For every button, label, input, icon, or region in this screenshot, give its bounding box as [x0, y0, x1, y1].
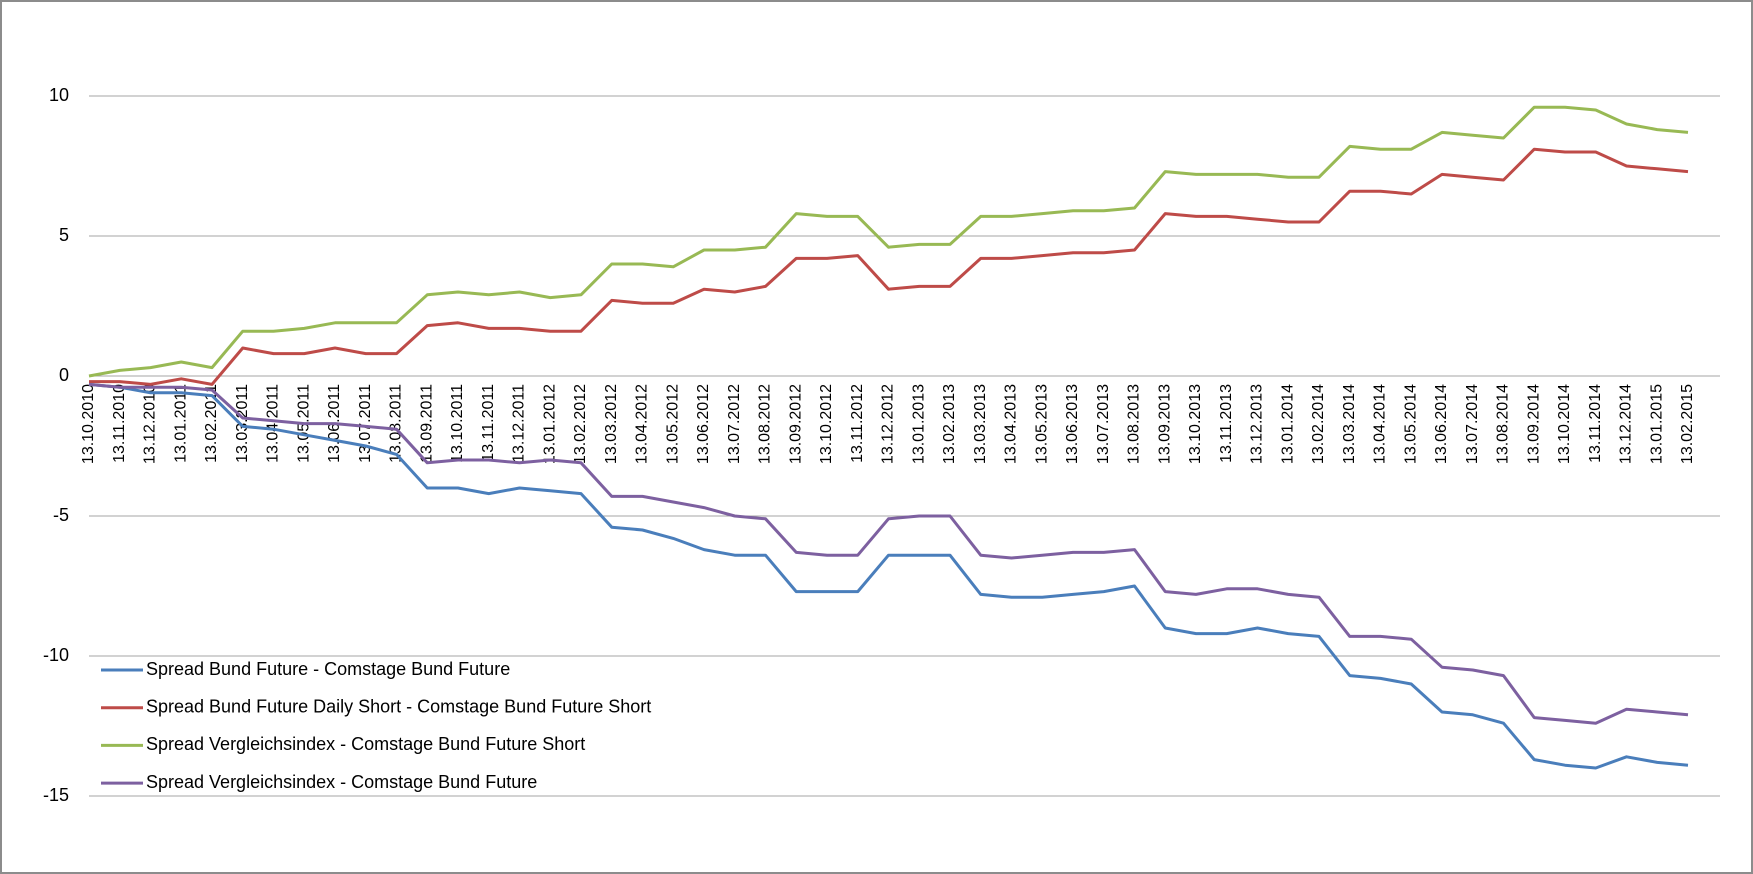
x-tick-label: 13.08.2011	[388, 384, 405, 463]
y-tick-label: -10	[43, 645, 69, 665]
series-line	[89, 147, 1689, 386]
x-tick-label: 13.09.2011	[418, 384, 435, 463]
x-tick-label: 13.12.2014	[1618, 384, 1635, 464]
x-tick-label: 13.07.2011	[357, 384, 374, 463]
x-tick-label: 13.12.2010	[142, 384, 159, 464]
x-tick-label: 13.12.2013	[1249, 384, 1266, 464]
x-tick-label: 13.01.2014	[1279, 384, 1296, 464]
x-tick-label: 13.07.2012	[726, 384, 743, 464]
x-tick-label: 13.04.2013	[1003, 384, 1020, 464]
x-tick-label: 13.10.2010	[80, 384, 97, 464]
x-tick-label: 13.11.2013	[1218, 384, 1235, 463]
x-tick-label: 13.03.2014	[1341, 384, 1358, 464]
x-tick-label: 13.10.2013	[1187, 384, 1204, 464]
legend-label: Spread Vergleichsindex - Comstage Bund F…	[146, 734, 585, 754]
x-tick-label: 13.09.2013	[1156, 384, 1173, 464]
x-tick-label: 13.08.2014	[1495, 384, 1512, 464]
x-tick-label: 13.09.2014	[1525, 384, 1542, 464]
x-tick-label: 13.01.2012	[541, 384, 558, 464]
y-tick-label: -15	[43, 785, 69, 805]
x-tick-label: 13.01.2011	[172, 384, 189, 463]
x-tick-label: 13.04.2012	[634, 384, 651, 464]
y-tick-label: 0	[59, 365, 69, 385]
x-tick-label: 13.03.2013	[972, 384, 989, 464]
x-tick-label: 13.04.2014	[1372, 384, 1389, 464]
y-tick-label: 5	[59, 225, 69, 245]
x-tick-label: 13.10.2014	[1556, 384, 1573, 464]
x-tick-label: 13.10.2012	[818, 384, 835, 464]
y-tick-label: -5	[53, 505, 69, 525]
x-tick-label: 13.03.2012	[603, 384, 620, 464]
x-tick-label: 13.01.2015	[1648, 384, 1665, 464]
x-tick-label: 13.07.2014	[1464, 384, 1481, 464]
x-tick-label: 13.04.2011	[265, 384, 282, 463]
y-tick-label: 10	[49, 85, 69, 105]
x-tick-label: 13.12.2012	[880, 384, 897, 464]
x-tick-label: 13.06.2012	[695, 384, 712, 464]
x-tick-label: 13.02.2013	[941, 384, 958, 464]
x-tick-label: 13.11.2014	[1587, 384, 1604, 463]
x-tick-label: 13.07.2013	[1095, 384, 1112, 464]
x-tick-label: 13.02.2011	[203, 384, 220, 463]
series-line	[88, 382, 1689, 725]
x-tick-label: 13.08.2012	[757, 384, 774, 464]
legend-label: Spread Bund Future - Comstage Bund Futur…	[146, 659, 510, 679]
x-tick-label: 13.11.2010	[111, 384, 128, 463]
x-tick-label: 13.10.2011	[449, 384, 466, 463]
series-line	[88, 105, 1689, 378]
x-tick-label: 13.11.2012	[849, 384, 866, 463]
x-tick-label: 13.08.2013	[1126, 384, 1143, 464]
x-tick-label: 13.05.2012	[664, 384, 681, 464]
x-tick-label: 13.06.2013	[1064, 384, 1081, 464]
x-tick-label: 13.06.2014	[1433, 384, 1450, 464]
x-tick-label: 13.02.2014	[1310, 384, 1327, 464]
x-tick-label: 13.01.2013	[910, 384, 927, 464]
x-tick-label: 13.12.2011	[511, 384, 528, 463]
series-line	[88, 382, 1689, 770]
x-tick-label: 13.05.2013	[1033, 384, 1050, 464]
x-tick-label: 13.05.2014	[1402, 384, 1419, 464]
x-tick-label: 13.11.2011	[480, 384, 497, 462]
x-tick-label: 13.09.2012	[787, 384, 804, 464]
x-tick-label: 13.02.2012	[572, 384, 589, 464]
legend-label: Spread Vergleichsindex - Comstage Bund F…	[146, 772, 537, 792]
x-tick-label: 13.03.2011	[234, 384, 251, 463]
legend-label: Spread Bund Future Daily Short - Comstag…	[146, 696, 651, 716]
x-tick-label: 13.02.2015	[1679, 384, 1696, 464]
